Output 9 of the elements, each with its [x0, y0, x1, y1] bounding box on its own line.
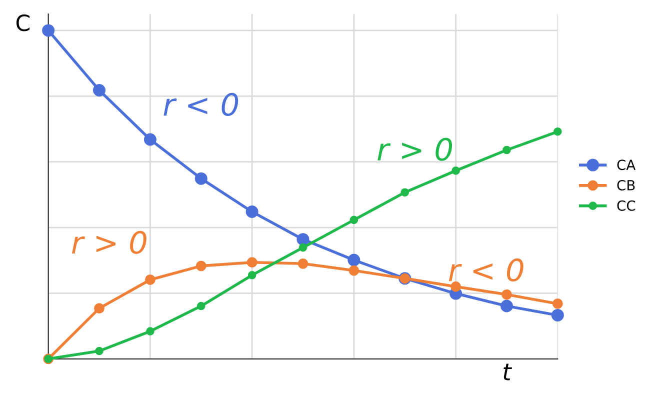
- annotation: r < 0: [448, 258, 524, 282]
- legend-label: CB: [617, 180, 635, 190]
- legend-label: CA: [617, 160, 636, 170]
- y-axis-title: C: [16, 14, 30, 32]
- annotation: r > 0: [378, 138, 452, 161]
- legend-label: CC: [617, 200, 636, 211]
- annotation: r < 0: [164, 92, 238, 116]
- x-axis-title: t: [504, 364, 512, 380]
- annotation: r > 0: [72, 230, 146, 254]
